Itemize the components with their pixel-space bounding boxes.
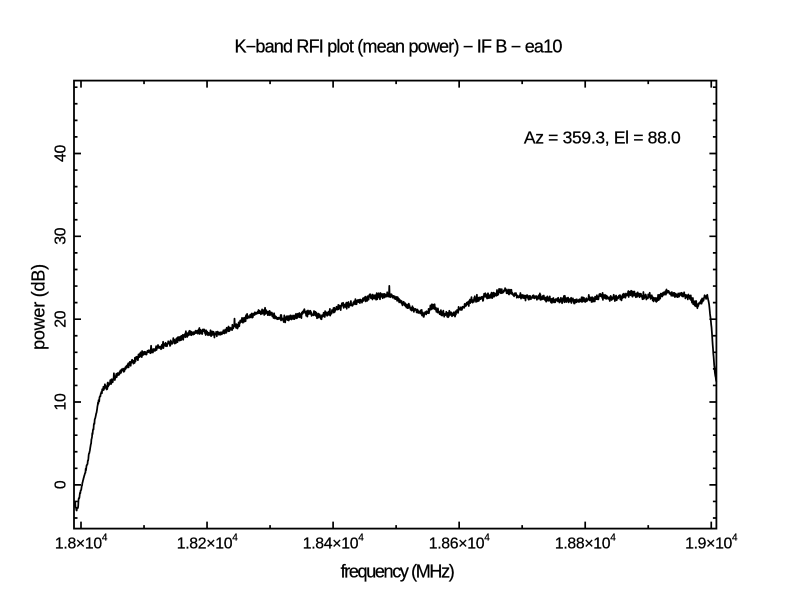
svg-text:1.82×104: 1.82×104 xyxy=(177,532,238,552)
svg-text:20: 20 xyxy=(52,310,69,327)
svg-text:K−band RFI plot (mean power) −: K−band RFI plot (mean power) − IF B − ea… xyxy=(234,37,562,57)
svg-text:1.8×104: 1.8×104 xyxy=(55,532,108,552)
svg-text:1.88×104: 1.88×104 xyxy=(555,532,616,552)
svg-text:10: 10 xyxy=(52,393,69,410)
svg-text:0: 0 xyxy=(52,480,69,489)
svg-text:1.9×104: 1.9×104 xyxy=(685,532,738,552)
svg-text:1.86×104: 1.86×104 xyxy=(429,532,490,552)
svg-text:1.84×104: 1.84×104 xyxy=(303,532,364,552)
svg-text:Az = 359.3, El = 88.0: Az = 359.3, El = 88.0 xyxy=(524,128,681,148)
svg-text:40: 40 xyxy=(52,145,69,162)
svg-text:power (dB): power (dB) xyxy=(28,264,48,350)
svg-text:frequency (MHz): frequency (MHz) xyxy=(341,562,454,582)
svg-text:30: 30 xyxy=(52,227,69,244)
